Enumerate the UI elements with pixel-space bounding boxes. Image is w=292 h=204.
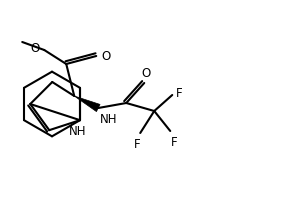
Text: F: F — [171, 135, 178, 148]
Text: NH: NH — [100, 112, 118, 125]
Text: O: O — [142, 67, 151, 80]
Text: O: O — [101, 50, 110, 63]
Text: F: F — [176, 87, 183, 100]
Polygon shape — [74, 96, 100, 112]
Text: NH: NH — [69, 125, 87, 137]
Text: F: F — [134, 137, 140, 150]
Text: O: O — [30, 42, 39, 55]
